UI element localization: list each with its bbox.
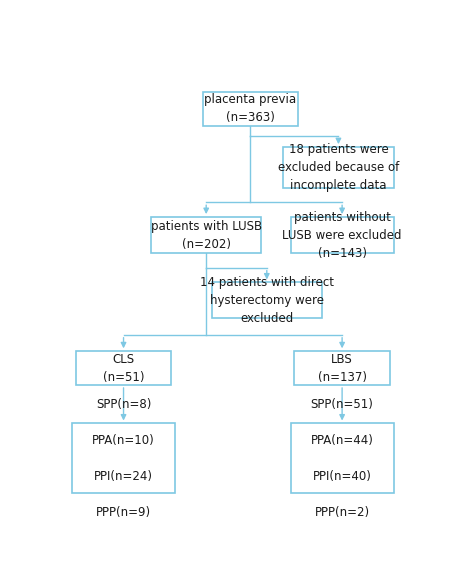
FancyBboxPatch shape: [212, 282, 322, 319]
Text: SPP(n=51)

PPA(n=44)

PPI(n=40)

PPP(n=2): SPP(n=51) PPA(n=44) PPI(n=40) PPP(n=2): [310, 398, 374, 519]
Text: patients without
LUSB were excluded
(n=143): patients without LUSB were excluded (n=1…: [283, 210, 402, 260]
FancyBboxPatch shape: [151, 217, 261, 253]
Text: placenta previa
(n=363): placenta previa (n=363): [204, 93, 296, 124]
FancyBboxPatch shape: [294, 351, 390, 385]
Text: LBS
(n=137): LBS (n=137): [318, 353, 366, 384]
Text: SPP(n=8)

PPA(n=10)

PPI(n=24)

PPP(n=9): SPP(n=8) PPA(n=10) PPI(n=24) PPP(n=9): [92, 398, 155, 519]
FancyBboxPatch shape: [76, 351, 171, 385]
FancyBboxPatch shape: [291, 217, 393, 253]
FancyBboxPatch shape: [72, 424, 175, 493]
FancyBboxPatch shape: [291, 424, 393, 493]
Text: 14 patients with direct
hysterectomy were
excluded: 14 patients with direct hysterectomy wer…: [200, 276, 334, 325]
Text: patients with LUSB
(n=202): patients with LUSB (n=202): [151, 220, 262, 251]
FancyBboxPatch shape: [202, 92, 298, 125]
FancyBboxPatch shape: [283, 147, 393, 188]
Text: CLS
(n=51): CLS (n=51): [103, 353, 144, 384]
Text: 18 patients were
excluded because of
incomplete data: 18 patients were excluded because of inc…: [278, 143, 399, 192]
